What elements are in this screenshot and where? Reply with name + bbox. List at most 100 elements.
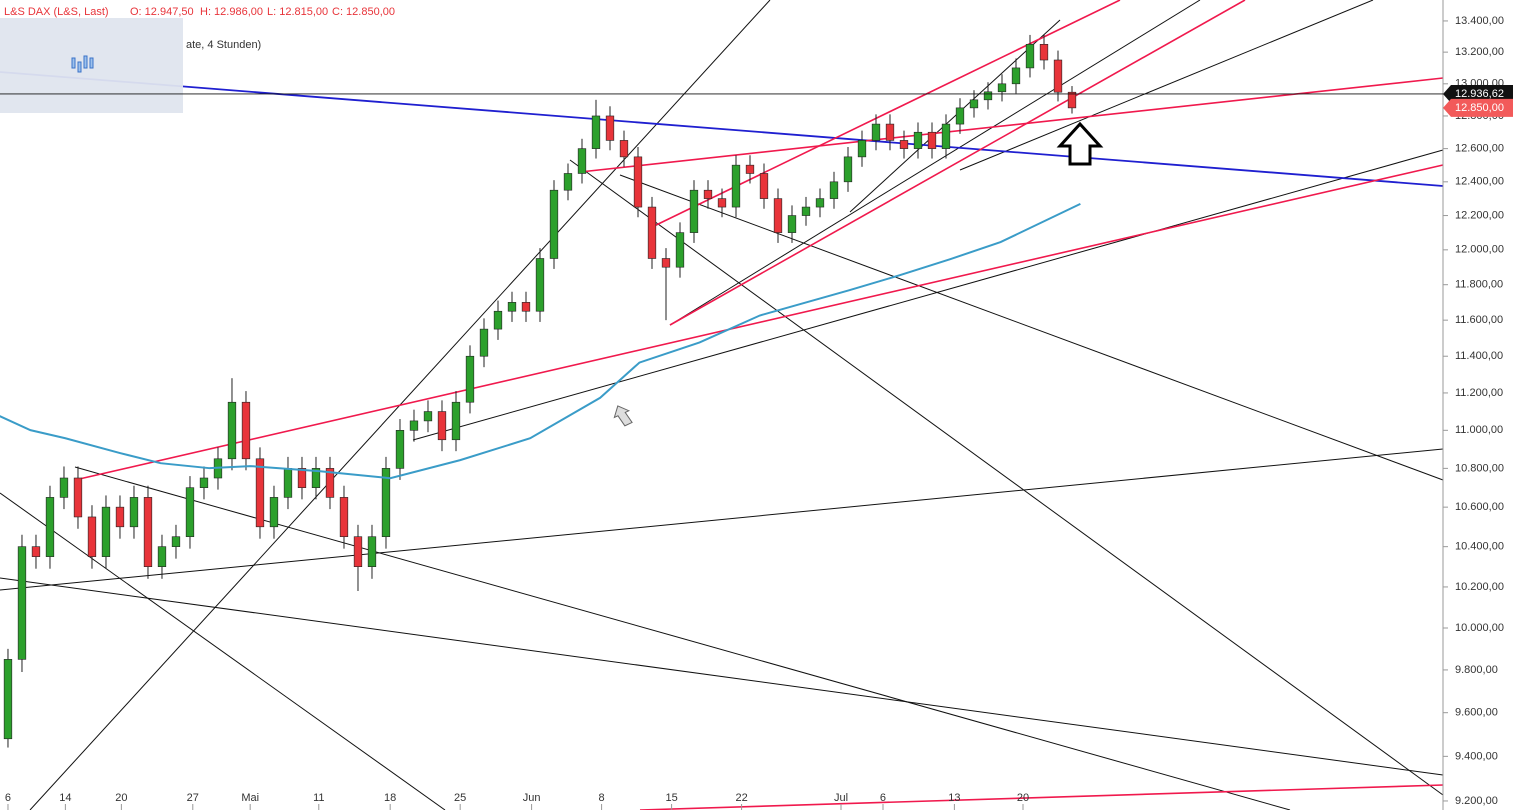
y-tick-label: 12.200,00 bbox=[1455, 209, 1504, 221]
candle-body bbox=[143, 497, 153, 567]
x-tick-label: Mai bbox=[241, 792, 259, 804]
candle-body bbox=[437, 411, 447, 441]
y-tick-label: 10.000,00 bbox=[1455, 622, 1504, 634]
candle-body bbox=[493, 310, 503, 330]
candle-body bbox=[1053, 59, 1063, 93]
ohlc-open: O: 12.947,50 bbox=[130, 6, 194, 18]
trendline bbox=[412, 149, 1444, 441]
candle-body bbox=[661, 258, 671, 268]
candle-body bbox=[731, 164, 741, 208]
x-tick-label: 8 bbox=[599, 792, 605, 804]
candle-body bbox=[619, 140, 629, 158]
trendline bbox=[849, 19, 1061, 213]
candle-body bbox=[1067, 91, 1077, 109]
candle-body bbox=[31, 546, 41, 557]
arrow-annotation bbox=[613, 405, 633, 427]
candle-body bbox=[815, 198, 825, 208]
candle-body bbox=[913, 131, 923, 149]
x-tick-label: 20 bbox=[1017, 792, 1029, 804]
trendline bbox=[0, 448, 1444, 591]
candle-body bbox=[311, 468, 321, 488]
x-tick-label: 11 bbox=[313, 792, 324, 804]
candle-body bbox=[633, 156, 643, 208]
candle-body bbox=[241, 401, 251, 460]
ohlc-high: H: 12.986,00 bbox=[200, 6, 263, 18]
candle-body bbox=[885, 123, 895, 141]
trendline-red bbox=[649, 0, 1121, 229]
trendline-blue bbox=[0, 71, 1444, 187]
candle-body bbox=[829, 181, 839, 199]
price-marker-label: 12.936,62 bbox=[1455, 88, 1504, 100]
y-tick-label: 10.200,00 bbox=[1455, 581, 1504, 593]
x-tick-label: 25 bbox=[454, 792, 466, 804]
y-tick-label: 9.200,00 bbox=[1455, 795, 1498, 807]
candle-body bbox=[563, 173, 573, 191]
trendline bbox=[959, 0, 1374, 171]
chart-title: L&S DAX (L&S, Last) bbox=[4, 6, 109, 18]
candle-body bbox=[423, 411, 433, 422]
candle-body bbox=[395, 430, 405, 469]
candle-body bbox=[717, 198, 727, 208]
x-tick-label: Jul bbox=[834, 792, 848, 804]
x-tick-label: 13 bbox=[948, 792, 960, 804]
candle-body bbox=[1039, 43, 1049, 61]
candle-body bbox=[549, 189, 559, 259]
chart-subtitle: ate, 4 Stunden) bbox=[186, 39, 261, 51]
candle-body bbox=[927, 131, 937, 149]
candle-body bbox=[129, 497, 139, 528]
candle-body bbox=[269, 497, 279, 528]
candle-body bbox=[647, 206, 657, 259]
candle-body bbox=[591, 115, 601, 149]
candle-body bbox=[3, 659, 13, 740]
candle-body bbox=[1025, 43, 1035, 69]
x-tick-label: Jun bbox=[523, 792, 541, 804]
x-tick-label: 6 bbox=[5, 792, 11, 804]
x-tick-label: 6 bbox=[880, 792, 886, 804]
candle-body bbox=[479, 328, 489, 357]
candle-body bbox=[997, 83, 1007, 93]
candle-body bbox=[115, 506, 125, 528]
candle-body bbox=[535, 258, 545, 312]
candle-body bbox=[45, 497, 55, 557]
candle-body bbox=[689, 189, 699, 233]
y-tick-label: 11.200,00 bbox=[1455, 387, 1503, 399]
candle-body bbox=[297, 468, 307, 488]
y-tick-label: 13.400,00 bbox=[1455, 15, 1504, 27]
candle-body bbox=[1011, 67, 1021, 85]
candle-body bbox=[955, 107, 965, 125]
candle-body bbox=[983, 91, 993, 101]
x-tick-label: 20 bbox=[115, 792, 127, 804]
trendline bbox=[0, 577, 1444, 776]
y-tick-label: 9.400,00 bbox=[1455, 750, 1498, 762]
candle-body bbox=[339, 497, 349, 538]
candle-body bbox=[605, 115, 615, 141]
candle-body bbox=[843, 156, 853, 183]
candle-body bbox=[675, 232, 685, 268]
candle-body bbox=[409, 420, 419, 431]
ohlc-low: L: 12.815,00 bbox=[267, 6, 328, 18]
candle-body bbox=[507, 302, 517, 312]
y-tick-label: 12.600,00 bbox=[1455, 143, 1504, 155]
candle-body bbox=[227, 401, 237, 460]
ohlc-close: C: 12.850,00 bbox=[332, 6, 395, 18]
y-tick-label: 11.400,00 bbox=[1455, 350, 1503, 362]
price-marker bbox=[1443, 84, 1513, 103]
candle-body bbox=[367, 536, 377, 567]
y-tick-label: 11.800,00 bbox=[1455, 279, 1503, 291]
candle-body bbox=[577, 148, 587, 174]
plot-area bbox=[0, 34, 1081, 748]
y-tick-label: 11.000,00 bbox=[1455, 424, 1503, 436]
candle-body bbox=[759, 173, 769, 199]
candle-body bbox=[283, 468, 293, 498]
candle-body bbox=[787, 215, 797, 233]
trendline-red bbox=[639, 784, 1444, 810]
candle-body bbox=[353, 536, 363, 567]
candle-body bbox=[59, 477, 69, 498]
candle-body bbox=[101, 506, 111, 557]
candle-body bbox=[255, 458, 265, 528]
x-tick-label: 15 bbox=[665, 792, 677, 804]
y-tick-label: 9.600,00 bbox=[1455, 707, 1498, 719]
